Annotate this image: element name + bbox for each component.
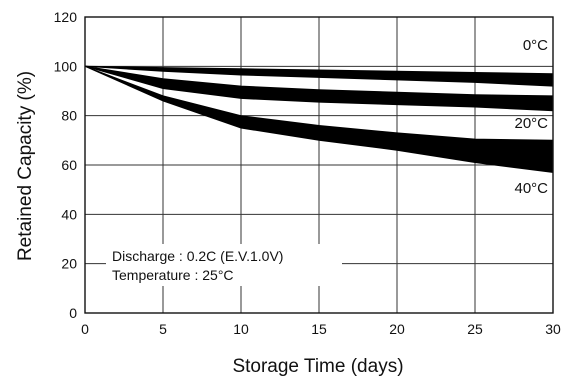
x-tick-label: 5	[159, 321, 167, 337]
y-axis-title: Retained Capacity (%)	[15, 71, 36, 261]
y-tick-label: 20	[61, 256, 77, 272]
annotation-background	[106, 244, 342, 286]
plot-frame	[84, 16, 554, 314]
annotation-discharge: Discharge : 0.2C (E.V.1.0V)	[112, 248, 283, 264]
x-tick-label: 10	[233, 321, 249, 337]
band-label-1: 20°C	[514, 115, 548, 132]
y-tick-label: 100	[54, 58, 78, 74]
x-tick-labels: 0 5 10 15 20 25 30	[81, 321, 561, 337]
y-tick-label: 60	[61, 157, 77, 173]
band-label-0: 0°C	[523, 37, 548, 54]
band-labels: 0°C 20°C 40°C	[514, 37, 548, 197]
y-tick-label: 40	[61, 206, 77, 222]
x-axis-title: Storage Time (days)	[232, 356, 403, 377]
x-tick-label: 30	[545, 321, 561, 337]
annotation-temperature: Temperature : 25°C	[112, 267, 234, 283]
band-label-2: 40°C	[514, 180, 548, 197]
x-tick-label: 25	[467, 321, 483, 337]
y-tick-label: 0	[69, 305, 77, 321]
y-tick-label: 80	[61, 108, 77, 124]
y-tick-label: 120	[54, 9, 78, 25]
x-tick-label: 0	[81, 321, 89, 337]
x-tick-label: 15	[311, 321, 327, 337]
y-tick-labels: 0 20 40 60 80 100 120	[54, 9, 78, 321]
x-tick-label: 20	[389, 321, 405, 337]
